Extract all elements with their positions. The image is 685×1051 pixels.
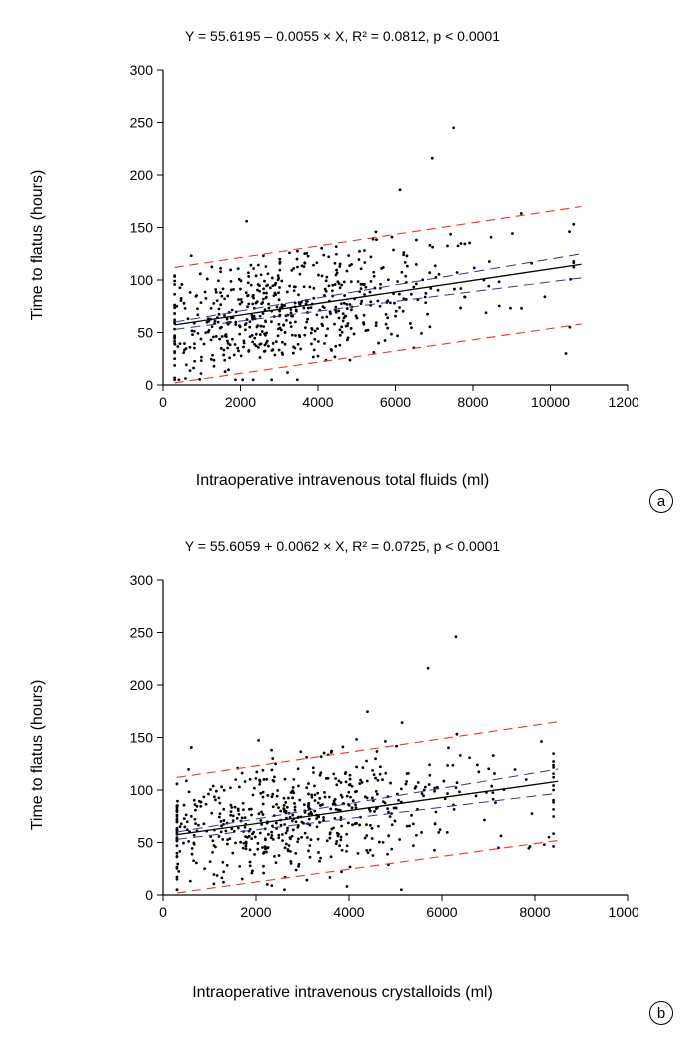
svg-text:10000: 10000 <box>531 394 570 410</box>
svg-text:250: 250 <box>130 625 154 641</box>
svg-text:150: 150 <box>130 220 154 236</box>
svg-text:100: 100 <box>130 782 154 798</box>
svg-text:150: 150 <box>130 730 154 746</box>
svg-text:6000: 6000 <box>426 904 457 920</box>
svg-text:100: 100 <box>130 272 154 288</box>
panel-b-letter-text: b <box>657 1006 665 1021</box>
svg-text:2000: 2000 <box>225 394 256 410</box>
svg-text:300: 300 <box>130 62 154 78</box>
svg-text:12000: 12000 <box>609 394 638 410</box>
svg-text:8000: 8000 <box>457 394 488 410</box>
svg-text:10000: 10000 <box>609 904 638 920</box>
svg-text:0: 0 <box>159 394 167 410</box>
panel-a-letter-text: a <box>657 494 665 509</box>
svg-text:4000: 4000 <box>333 904 364 920</box>
svg-text:50: 50 <box>137 835 153 851</box>
svg-text:300: 300 <box>130 572 154 588</box>
panel-b-title: Y = 55.6059 + 0.0062 × X, R² = 0.0725, p… <box>0 538 685 554</box>
svg-text:0: 0 <box>145 887 153 903</box>
panel-a-ylabel: Time to flatus (hours) <box>29 170 47 321</box>
svg-text:2000: 2000 <box>240 904 271 920</box>
panel-b-ylabel: Time to flatus (hours) <box>29 680 47 831</box>
svg-text:6000: 6000 <box>380 394 411 410</box>
panel-a-xlabel: Intraoperative intravenous total fluids … <box>0 472 685 490</box>
svg-text:200: 200 <box>130 677 154 693</box>
panel-a-title: Y = 55.6195 – 0.0055 × X, R² = 0.0812, p… <box>0 28 685 44</box>
svg-text:200: 200 <box>130 167 154 183</box>
panel-a-letter: a <box>649 489 673 513</box>
panel-b-plot: 0 2000 4000 6000 8000 10000 0 50 100 150 200 250 300 <box>108 570 638 940</box>
panel-a-plot: 0 2000 4000 6000 8000 10000 12000 0 50 100 150 200 2… <box>108 60 638 430</box>
panel-b-xlabel: Intraoperative intravenous crystalloids … <box>0 984 685 1002</box>
svg-text:4000: 4000 <box>302 394 333 410</box>
panel-b-letter: b <box>649 1001 673 1025</box>
svg-text:0: 0 <box>145 377 153 393</box>
svg-text:50: 50 <box>137 325 153 341</box>
figure-container: Y = 55.6195 – 0.0055 × X, R² = 0.0812, p… <box>0 0 685 1051</box>
svg-text:8000: 8000 <box>519 904 550 920</box>
svg-text:250: 250 <box>130 115 154 131</box>
svg-text:0: 0 <box>159 904 167 920</box>
